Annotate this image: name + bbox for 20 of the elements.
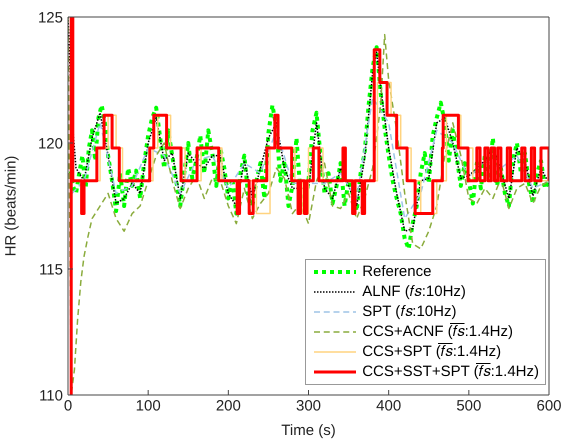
x-tick-label: 600	[536, 398, 562, 415]
y-axis-title: HR (beats/min)	[2, 156, 20, 256]
x-tick-label: 100	[136, 398, 161, 415]
x-tick-label: 300	[296, 398, 322, 415]
legend-label: Reference	[362, 262, 432, 282]
legend-label: CCS+SST+SPT (𝑓̅𝑠̅:1.4Hz)	[362, 362, 539, 382]
x-tick-label: 0	[64, 398, 72, 415]
x-tick-label: 200	[216, 398, 241, 415]
x-tick-label: 500	[456, 398, 482, 415]
y-tick-label: 110	[39, 387, 63, 404]
legend-label: SPT (𝑓𝑠:10Hz)	[362, 302, 456, 322]
legend-label: CCS+ACNF (𝑓̅𝑠̅:1.4Hz)	[362, 322, 513, 342]
y-tick-label: 125	[38, 9, 63, 26]
legend-label: CCS+SPT (𝑓̅𝑠̅:1.4Hz)	[362, 342, 502, 362]
y-tick-label: 115	[39, 261, 63, 278]
legend-label: ALNF (𝑓𝑠:10Hz)	[362, 282, 466, 302]
y-tick-label: 120	[38, 135, 63, 152]
x-axis-title: Time (s)	[281, 422, 336, 439]
x-tick-label: 400	[376, 398, 402, 415]
line-series	[68, 45, 549, 251]
